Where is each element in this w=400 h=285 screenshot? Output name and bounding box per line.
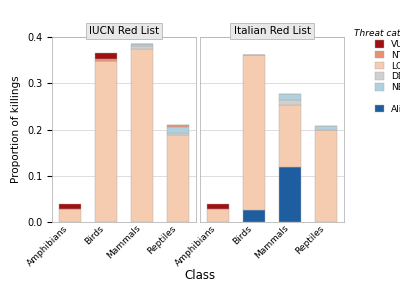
Legend: VU, NT, LC, DD, NE, , Alien: VU, NT, LC, DD, NE, , Alien bbox=[352, 27, 400, 115]
Bar bbox=[131, 49, 153, 222]
Title: Italian Red List: Italian Red List bbox=[234, 26, 310, 36]
Bar bbox=[207, 209, 229, 222]
Bar bbox=[279, 99, 301, 105]
Y-axis label: Proportion of killings: Proportion of killings bbox=[11, 76, 21, 184]
Bar bbox=[315, 130, 337, 222]
Title: IUCN Red List: IUCN Red List bbox=[89, 26, 159, 36]
Bar bbox=[95, 53, 117, 59]
Bar bbox=[131, 46, 153, 49]
Bar bbox=[243, 55, 265, 210]
Bar bbox=[279, 167, 301, 222]
Text: Class: Class bbox=[184, 269, 216, 282]
Bar bbox=[95, 59, 117, 61]
Bar bbox=[279, 105, 301, 167]
Bar bbox=[59, 209, 81, 222]
Bar bbox=[243, 210, 265, 222]
Bar bbox=[167, 125, 189, 127]
Bar bbox=[167, 127, 189, 133]
Bar bbox=[131, 44, 153, 46]
Bar bbox=[167, 133, 189, 135]
Bar bbox=[167, 135, 189, 222]
Bar bbox=[279, 94, 301, 99]
Bar bbox=[315, 126, 337, 130]
Bar bbox=[207, 204, 229, 209]
Bar bbox=[59, 204, 81, 209]
Bar bbox=[95, 61, 117, 222]
